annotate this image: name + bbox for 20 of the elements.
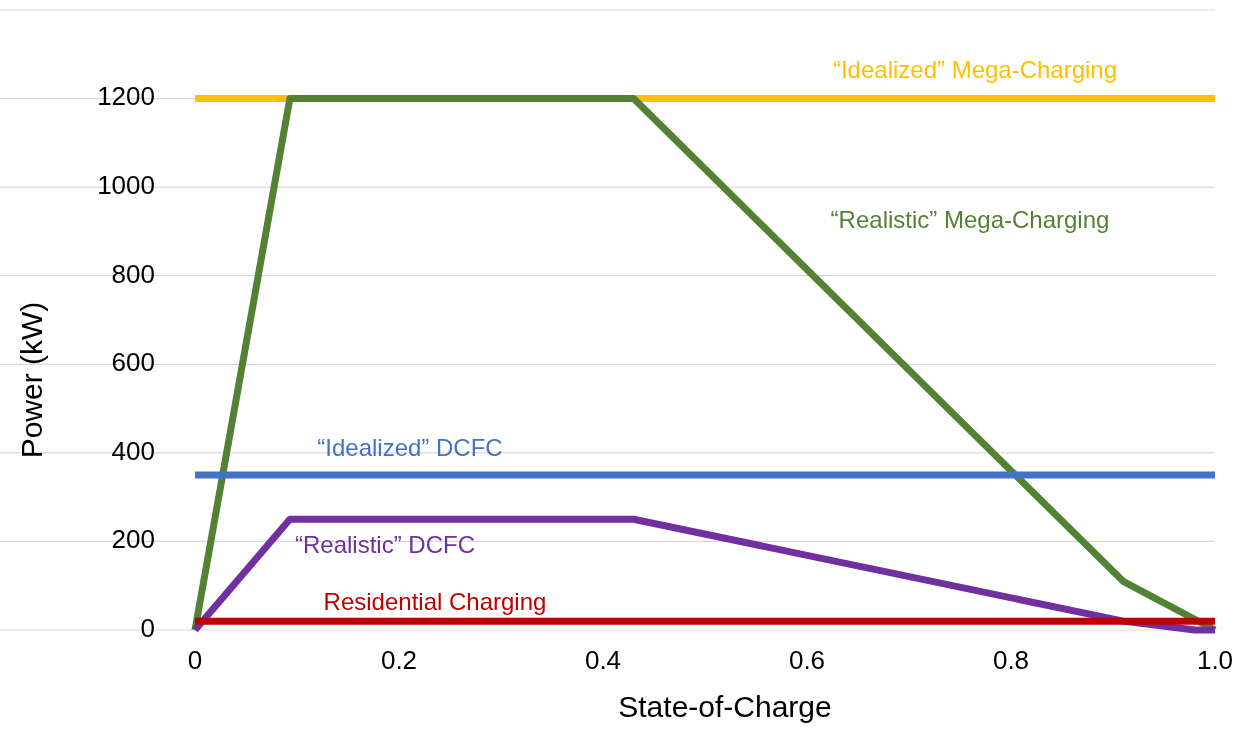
y-tick-label: 0 <box>140 612 155 643</box>
series-label: Residential Charging <box>323 588 547 616</box>
series-label: “Idealized” Mega-Charging <box>832 56 1118 84</box>
x-tick-label: 1.0 <box>1196 644 1234 675</box>
y-tick-label: 200 <box>111 524 155 555</box>
x-axis-title: State-of-Charge <box>618 690 832 723</box>
y-tick-label: 1200 <box>97 81 155 112</box>
y-axis-title: Power (kW) <box>15 301 48 459</box>
x-tick-label: 0.6 <box>788 644 826 675</box>
y-tick-label: 800 <box>111 258 155 289</box>
x-tick-label: 0.4 <box>584 644 622 675</box>
series-label: “Realistic” Mega-Charging <box>830 206 1110 234</box>
x-tick-label: 0.2 <box>380 644 418 675</box>
series-label: “Realistic” DCFC <box>295 531 475 559</box>
x-tick-label: 0 <box>187 644 203 675</box>
y-tick-label: 400 <box>111 435 155 466</box>
series-label: “Idealized” DCFC <box>317 434 503 462</box>
x-tick-label: 0.8 <box>992 644 1030 675</box>
y-tick-label: 600 <box>111 347 155 378</box>
y-tick-label: 1000 <box>97 170 155 201</box>
